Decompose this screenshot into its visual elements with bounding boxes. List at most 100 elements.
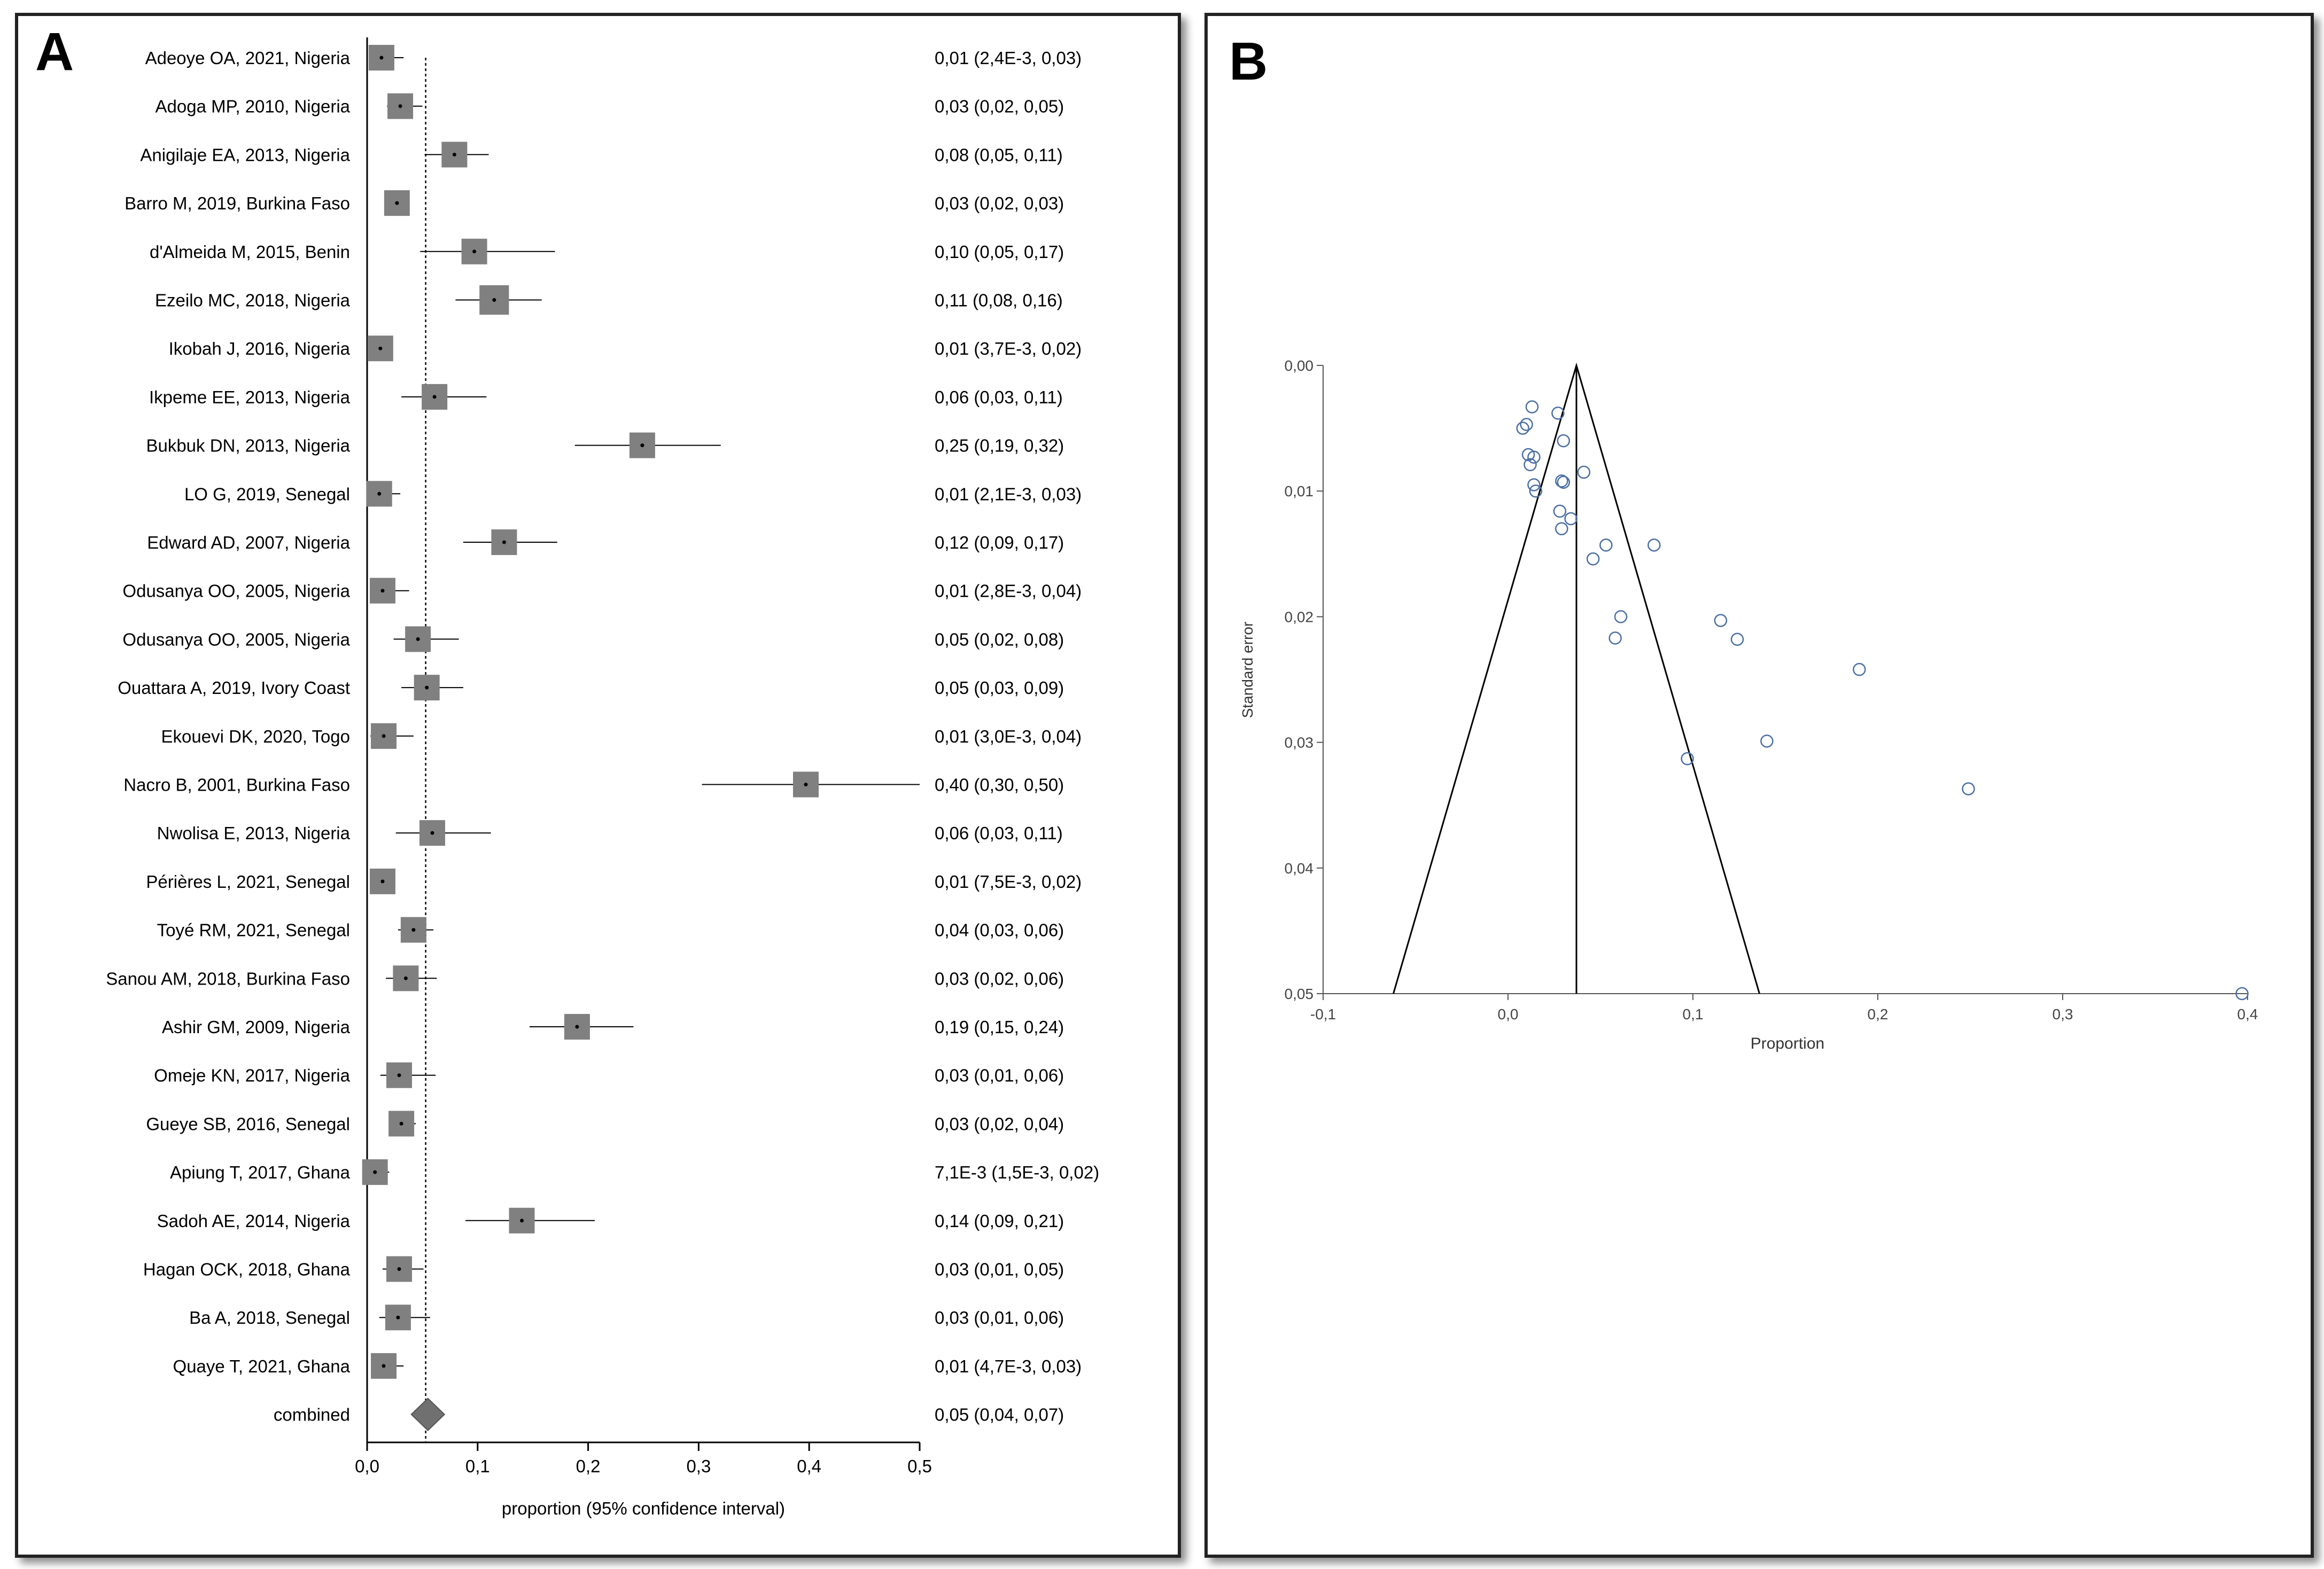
forest-study-row: Odusanya OO, 2005, Nigeria 0,05 (0,02, 0,… <box>122 626 1064 652</box>
forest-point-estimate <box>432 395 437 399</box>
forest-point-estimate <box>396 1315 400 1320</box>
forest-study-label: Adeoye OA, 2021, Nigeria <box>145 48 351 68</box>
forest-study-label: Périères L, 2021, Senegal <box>146 872 350 892</box>
forest-ci-value: 0,04 (0,03, 0,06) <box>935 920 1064 940</box>
forest-ci-value: 0,25 (0,19, 0,32) <box>935 436 1064 456</box>
forest-study-row: Ikpeme EE, 2013, Nigeria 0,06 (0,03, 0,11… <box>149 384 1063 410</box>
funnel-y-tick-label: 0,04 <box>1285 860 1314 877</box>
forest-ci-value: 0,03 (0,02, 0,03) <box>935 193 1064 213</box>
forest-point-estimate <box>373 1170 377 1174</box>
funnel-point <box>1564 512 1577 526</box>
forest-study-row: Anigilaje EA, 2013, Nigeria 0,08 (0,05, 0… <box>140 142 1063 168</box>
forest-study-row: Sanou AM, 2018, Burkina Faso 0,03 (0,02, … <box>106 965 1064 992</box>
forest-study-label: Ikobah J, 2016, Nigeria <box>169 339 351 358</box>
forest-study-label: Hagan OCK, 2018, Ghana <box>143 1260 351 1279</box>
forest-point-estimate <box>380 589 385 593</box>
funnel-y-tick-label: 0,01 <box>1285 483 1314 499</box>
forest-study-label: Anigilaje EA, 2013, Nigeria <box>140 145 350 165</box>
forest-x-tick-label: 0,1 <box>465 1456 490 1476</box>
forest-ci-value: 0,03 (0,01, 0,05) <box>935 1260 1064 1279</box>
forest-combined-value: 0,05 (0,04, 0,07) <box>935 1405 1064 1425</box>
forest-study-row: Ikobah J, 2016, Nigeria 0,01 (3,7E-3, 0,0… <box>169 335 1082 362</box>
funnel-plot-panel: B 0,00 0,01 0,02 0,03 0,04 0,05 Standard error… <box>1204 13 2314 1558</box>
forest-study-label: Ashir GM, 2009, Nigeria <box>162 1017 351 1037</box>
forest-ci-value: 0,11 (0,08, 0,16) <box>935 291 1063 310</box>
funnel-x-tick-label: 0,0 <box>1498 1006 1519 1022</box>
panel-b-letter: B <box>1229 32 1268 91</box>
forest-point-estimate <box>452 152 456 157</box>
forest-ci-value: 0,40 (0,30, 0,50) <box>935 775 1064 795</box>
forest-study-label: Gueye SB, 2016, Senegal <box>146 1114 350 1134</box>
forest-point-estimate <box>640 443 644 448</box>
funnel-point <box>1520 418 1533 431</box>
forest-study-label: Ikpeme EE, 2013, Nigeria <box>149 387 351 407</box>
funnel-point <box>1527 450 1541 464</box>
forest-combined-diamond <box>410 1398 446 1431</box>
funnel-point <box>1529 484 1543 498</box>
forest-study-row: Hagan OCK, 2018, Ghana 0,03 (0,01, 0,05) <box>143 1256 1064 1282</box>
forest-study-label: Nacro B, 2001, Burkina Faso <box>123 775 350 795</box>
forest-study-row: Edward AD, 2007, Nigeria 0,12 (0,09, 0,17… <box>147 529 1064 555</box>
forest-ci-value: 0,01 (2,1E-3, 0,03) <box>935 484 1082 504</box>
forest-study-row: Nacro B, 2001, Burkina Faso 0,40 (0,30, 0… <box>123 771 1064 798</box>
funnel-point <box>1599 538 1613 552</box>
forest-ci-value: 0,01 (2,8E-3, 0,04) <box>935 581 1082 601</box>
forest-point-estimate <box>378 346 383 350</box>
funnel-point <box>1714 614 1728 627</box>
forest-study-row: Apiung T, 2017, Ghana 7,1E-3 (1,5E-3, 0,0… <box>170 1159 1099 1185</box>
forest-point-estimate <box>398 104 402 108</box>
funnel-y-tick-label: 0,02 <box>1285 608 1314 625</box>
funnel-point <box>1608 631 1622 645</box>
forest-study-label: Barro M, 2019, Burkina Faso <box>125 193 350 213</box>
forest-study-label: Ekouevi DK, 2020, Togo <box>161 727 350 746</box>
funnel-point <box>1577 465 1591 479</box>
forest-point-estimate <box>379 56 384 60</box>
forest-point-estimate <box>399 1121 403 1126</box>
forest-ci-value: 0,03 (0,02, 0,04) <box>935 1114 1064 1134</box>
funnel-point <box>1555 474 1568 488</box>
forest-point-estimate <box>382 1364 386 1368</box>
forest-ci-value: 0,01 (2,4E-3, 0,03) <box>935 48 1082 68</box>
funnel-point <box>1525 400 1539 413</box>
forest-point-estimate <box>575 1025 579 1029</box>
funnel-x-tick-label: 0,1 <box>1683 1006 1704 1022</box>
forest-point-estimate <box>397 1267 401 1271</box>
forest-study-row: Adoga MP, 2010, Nigeria 0,03 (0,02, 0,05) <box>156 93 1064 119</box>
forest-combined-row: combined 0,05 (0,04, 0,07) <box>274 1398 1064 1431</box>
funnel-point <box>1614 610 1628 623</box>
forest-ci-value: 0,03 (0,02, 0,06) <box>935 969 1064 988</box>
forest-point-estimate <box>472 249 477 254</box>
funnel-point <box>1586 552 1600 566</box>
funnel-x-axis-title: Proportion <box>1751 1035 1824 1052</box>
funnel-point <box>1553 504 1567 518</box>
funnel-point <box>1853 662 1866 676</box>
forest-study-label: Adoga MP, 2010, Nigeria <box>156 97 351 116</box>
forest-point-estimate <box>430 831 434 835</box>
funnel-x-tick-label: 0,3 <box>2053 1006 2073 1022</box>
forest-study-row: Ouattara A, 2019, Ivory Coast 0,05 (0,03,… <box>118 675 1064 701</box>
funnel-point <box>1524 458 1537 472</box>
forest-study-row: d'Almeida M, 2015, Benin 0,10 (0,05, 0,17… <box>150 238 1064 264</box>
funnel-point <box>1681 752 1694 766</box>
funnel-x-tick-label: -0,1 <box>1310 1006 1336 1022</box>
forest-x-tick-label: 0,0 <box>355 1456 379 1476</box>
forest-study-label: Toyé RM, 2021, Senegal <box>157 920 350 940</box>
forest-study-label: Ezeilo MC, 2018, Nigeria <box>155 291 351 310</box>
forest-ci-value: 0,01 (3,7E-3, 0,02) <box>935 339 1082 358</box>
forest-study-row: Adeoye OA, 2021, Nigeria 0,01 (2,4E-3, 0,… <box>145 45 1082 71</box>
forest-ci-value: 0,05 (0,03, 0,09) <box>935 678 1064 698</box>
forest-point-estimate <box>397 1073 401 1078</box>
forest-study-label: Quaye T, 2021, Ghana <box>173 1356 351 1376</box>
funnel-point <box>1647 538 1661 552</box>
forest-point-estimate <box>492 298 496 302</box>
forest-study-label: Ouattara A, 2019, Ivory Coast <box>118 678 350 698</box>
funnel-point <box>1730 633 1744 646</box>
funnel-point <box>1551 407 1565 420</box>
forest-point-estimate <box>416 637 420 641</box>
forest-point-estimate <box>382 734 386 738</box>
forest-study-label: Apiung T, 2017, Ghana <box>170 1162 351 1182</box>
funnel-point <box>1555 522 1568 536</box>
forest-point-estimate <box>502 540 506 544</box>
forest-study-label: LO G, 2019, Senegal <box>184 484 350 504</box>
forest-plot: 0,0 0,1 0,2 0,3 0,4 0,5 proportion (95% confid… <box>106 37 1099 1518</box>
